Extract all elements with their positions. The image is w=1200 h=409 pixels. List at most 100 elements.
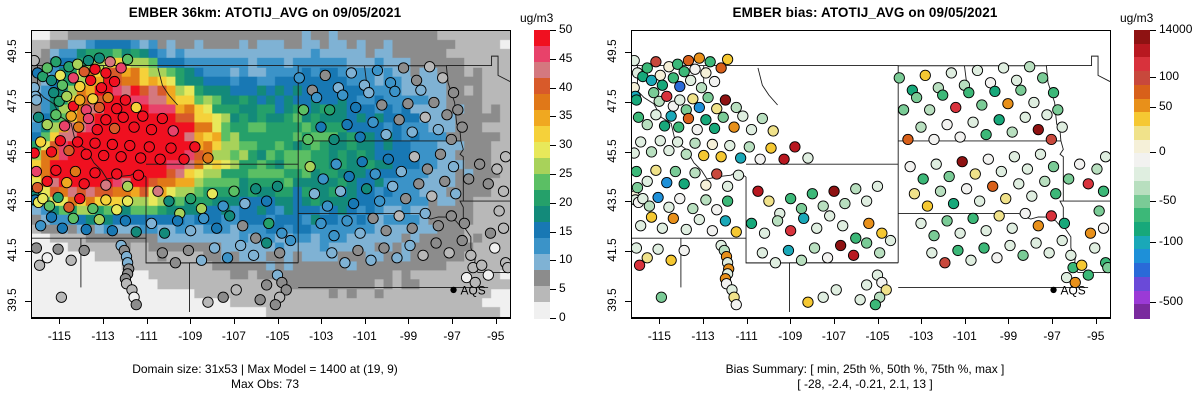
x-tick-label: -103 <box>309 329 334 343</box>
observation-points-right <box>632 52 1110 311</box>
svg-text:AQS: AQS <box>1061 283 1086 297</box>
x-tick-label: -107 <box>821 329 846 343</box>
x-tick <box>1095 318 1097 324</box>
right-map-plot-area: AQS <box>631 30 1111 318</box>
colorbar-tick <box>550 174 556 175</box>
x-tick <box>790 318 792 324</box>
y-tick <box>625 52 631 54</box>
y-tick-label: 47.5 <box>5 89 19 113</box>
colorbar-tick <box>550 260 556 262</box>
colorbar-gradient <box>534 30 550 319</box>
y-tick <box>625 102 631 103</box>
x-tick-label: -101 <box>352 329 377 343</box>
colorbar-units: ug/m3 <box>520 11 554 25</box>
x-tick-label: -115 <box>47 329 71 343</box>
x-tick-label: -111 <box>735 329 758 343</box>
x-tick-label: -111 <box>135 329 158 343</box>
colorbar-tick-label: 5 <box>559 281 566 296</box>
colorbar-segment <box>534 302 550 319</box>
right-caption-line2: [ -28, -2.4, -0.21, 2.1, 13 ] <box>797 377 933 391</box>
colorbar-segment <box>1134 235 1150 251</box>
x-tick-label: -109 <box>778 329 803 343</box>
colorbar-segment <box>534 270 550 287</box>
x-tick <box>59 318 61 324</box>
x-tick-label: -97 <box>443 329 461 343</box>
colorbar-segment <box>1134 98 1150 113</box>
x-tick <box>833 318 835 324</box>
colorbar-tick <box>550 58 556 60</box>
colorbar-tick-label: -50 <box>1159 193 1177 208</box>
y-tick <box>25 102 31 103</box>
colorbar-tick <box>550 289 556 291</box>
left-panel-title: EMBER 36km: ATOTIJ_AVG on 09/05/2021 <box>128 5 402 20</box>
colorbar-tick <box>1150 201 1156 203</box>
x-tick-label: -113 <box>91 329 115 343</box>
colorbar-units: ug/m3 <box>1120 11 1154 25</box>
x-tick <box>1008 318 1010 324</box>
colorbar-segment <box>534 30 550 47</box>
x-tick <box>233 318 235 324</box>
colorbar-tick-label: 0 <box>1159 144 1166 159</box>
left-caption-line1: Domain size: 31x53 | Max Model = 1400 at… <box>132 362 398 376</box>
colorbar-segment <box>1134 222 1150 237</box>
colorbar-segment <box>534 174 550 191</box>
left-y-axis-line <box>31 30 32 318</box>
x-tick <box>146 318 148 324</box>
y-tick <box>25 300 31 302</box>
y-tick <box>625 151 631 153</box>
right-panel-title: EMBER bias: ATOTIJ_AVG on 09/05/2021 <box>732 5 998 20</box>
colorbar-segment <box>1134 180 1150 196</box>
x-tick <box>103 318 104 324</box>
y-tick-label: 41.5 <box>605 238 619 262</box>
y-tick <box>625 300 631 302</box>
colorbar-segment <box>1134 43 1150 59</box>
y-tick-label: 49.5 <box>605 39 619 64</box>
colorbar-tick <box>550 318 556 319</box>
left-caption-line2: Max Obs: 73 <box>230 377 300 391</box>
panel-model: EMBER 36km: ATOTIJ_AVG on 09/05/2021 AQS… <box>5 5 573 391</box>
panel-bias: EMBER bias: ATOTIJ_AVG on 09/05/2021 AQS… <box>600 0 1200 409</box>
colorbar-segment <box>1134 84 1150 100</box>
colorbar-segment <box>1134 290 1150 305</box>
colorbar-gradient <box>1134 30 1150 319</box>
y-tick-label: 43.5 <box>5 188 19 212</box>
colorbar-tick-label: 15 <box>559 223 573 238</box>
x-tick <box>408 318 410 324</box>
x-tick <box>321 318 323 324</box>
x-tick <box>277 318 279 324</box>
y-tick-label: 49.5 <box>5 39 19 64</box>
x-tick-label: -97 <box>1043 329 1061 343</box>
x-tick-label: -107 <box>221 329 246 343</box>
left-map-plot-area: AQS <box>31 30 511 318</box>
x-tick-label: -101 <box>952 329 977 343</box>
colorbar-segment <box>534 206 550 223</box>
colorbar-segment <box>1134 112 1150 127</box>
x-tick <box>1052 318 1054 324</box>
model-concentration-raster <box>32 31 510 317</box>
x-tick-label: -95 <box>1087 329 1105 343</box>
colorbar-segment <box>1134 263 1150 278</box>
colorbar-tick-label: 30 <box>559 137 573 152</box>
colorbar-segment <box>534 254 550 271</box>
y-tick <box>25 52 31 54</box>
colorbar-tick <box>550 87 556 89</box>
x-tick <box>495 318 497 324</box>
x-tick <box>877 318 879 324</box>
colorbar-segment <box>534 190 550 207</box>
colorbar-tick-label: 0 <box>559 310 566 324</box>
colorbar-tick <box>550 145 556 147</box>
colorbar-segment <box>1134 249 1150 264</box>
x-tick-label: -95 <box>487 329 505 343</box>
colorbar-tick <box>550 116 556 118</box>
colorbar-segment <box>1134 167 1150 182</box>
x-tick-label: -99 <box>399 329 418 343</box>
colorbar-segment <box>1134 304 1150 319</box>
colorbar-segment <box>1134 57 1150 72</box>
colorbar-tick-label: 35 <box>559 108 573 123</box>
colorbar-tick-label: 25 <box>559 166 573 180</box>
x-tick <box>921 318 923 324</box>
x-tick <box>703 318 704 324</box>
colorbar-tick-label: -500 <box>1159 294 1184 309</box>
colorbar-tick <box>1150 241 1156 243</box>
